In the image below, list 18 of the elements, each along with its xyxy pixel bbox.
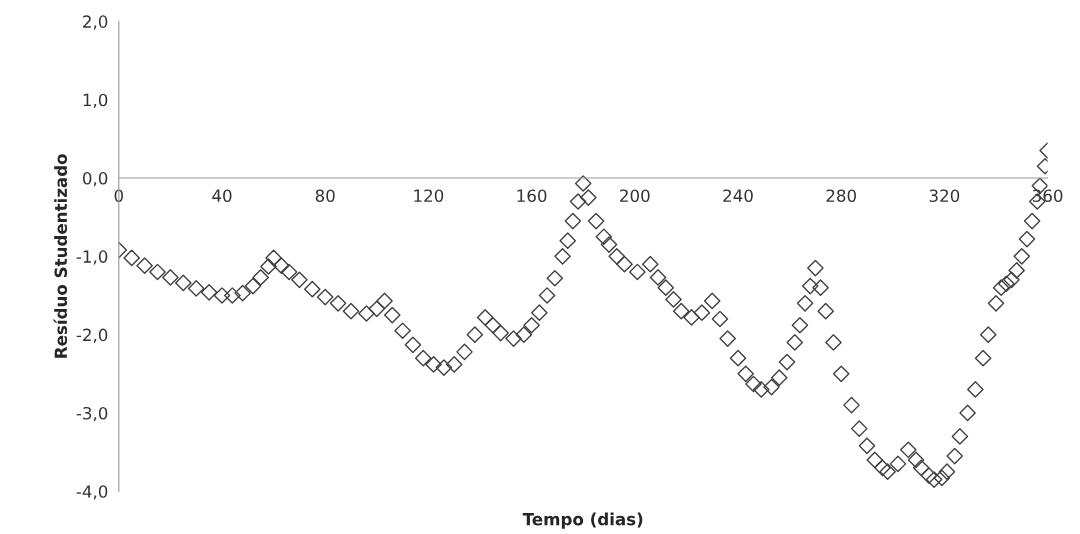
y-axis-title: Resíduo Studentizado — [53, 154, 68, 358]
x-tick-label: 40 — [212, 189, 232, 203]
x-tick-label: 200 — [620, 189, 650, 203]
x-axis-title: Tempo (dias) — [522, 512, 643, 529]
y-tick-label: -1,0 — [76, 250, 108, 265]
x-tick-label: 240 — [723, 189, 753, 203]
y-tick-label: 0,0 — [82, 171, 108, 187]
y-tick-label: 1,0 — [83, 93, 108, 108]
y-tick-label: -3,0 — [76, 406, 108, 422]
x-tick-label: 280 — [826, 189, 856, 203]
x-tick-label: 320 — [929, 189, 960, 203]
y-tick-label: -2,0 — [76, 328, 108, 343]
x-tick-label: 80 — [315, 189, 335, 203]
x-tick-label: 160 — [517, 189, 547, 203]
y-tick-label: 2,0 — [83, 15, 108, 30]
x-tick-label: 120 — [414, 189, 444, 203]
x-tick-label: 0 — [114, 189, 123, 203]
y-tick-label: -4,0 — [76, 485, 108, 500]
